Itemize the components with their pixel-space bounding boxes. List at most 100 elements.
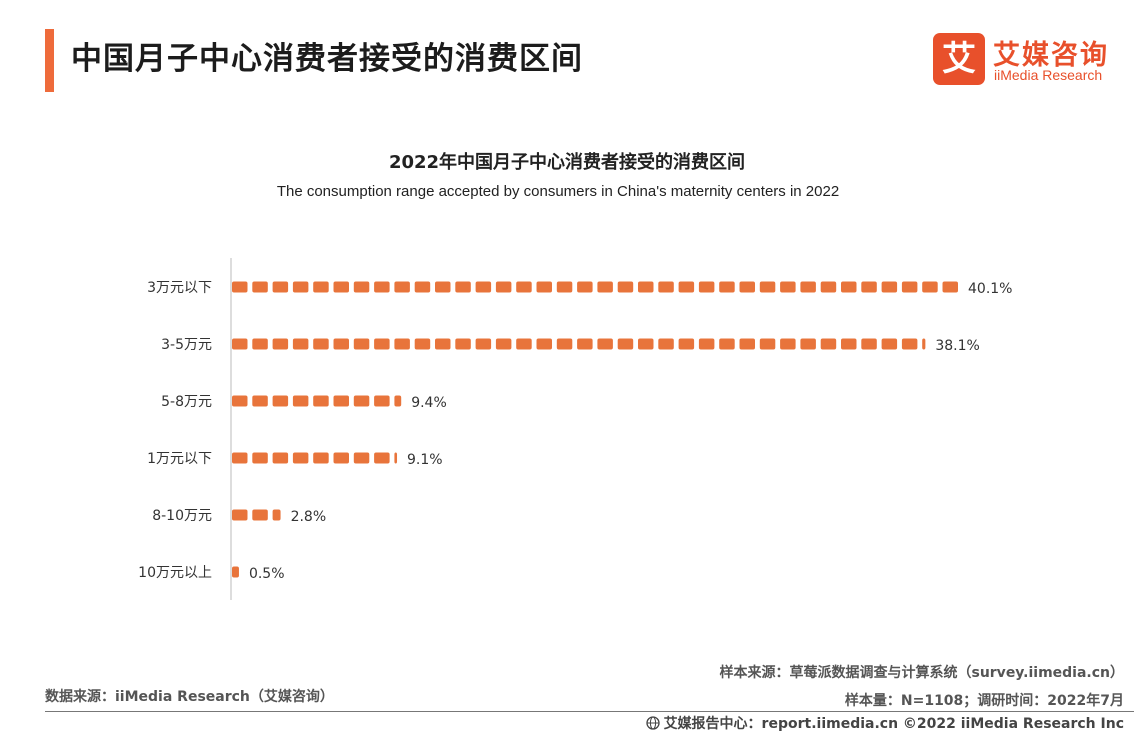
bar-unit xyxy=(719,338,735,350)
logo-mark-icon: 艾 xyxy=(933,33,985,85)
bar-unit xyxy=(698,338,715,350)
bar-unit xyxy=(698,281,715,293)
bar-unit xyxy=(313,395,329,407)
bar-unit xyxy=(820,338,837,350)
bar-unit xyxy=(272,452,289,464)
bar-unit xyxy=(272,395,289,407)
bar-unit xyxy=(353,338,370,350)
bar-unit xyxy=(617,281,634,293)
data-source: 数据来源：iiMedia Research（艾媒咨询） xyxy=(45,689,334,705)
bar-unit xyxy=(455,281,471,293)
bar-unit xyxy=(313,281,329,293)
bar-unit xyxy=(536,281,552,293)
bar-unit xyxy=(353,452,370,464)
bar-unit xyxy=(272,338,289,350)
bar-unit xyxy=(252,509,268,521)
bar-unit xyxy=(232,452,248,464)
bar-unit xyxy=(292,338,309,350)
bar-unit xyxy=(333,281,349,293)
bar-unit xyxy=(495,338,512,350)
bar-unit xyxy=(556,338,573,350)
bar-unit xyxy=(232,395,248,407)
bar-unit xyxy=(292,452,309,464)
bar-unit xyxy=(374,452,390,464)
value-label: 40.1% xyxy=(968,281,1012,297)
bar-unit xyxy=(414,338,431,350)
chart-subtitle: The consumption range accepted by consum… xyxy=(276,183,840,200)
page-title: 中国月子中心消费者接受的消费区间 xyxy=(71,41,583,77)
bar-unit xyxy=(841,338,857,350)
bar-unit xyxy=(922,338,926,350)
bar-unit xyxy=(313,338,329,350)
bar-unit xyxy=(252,338,268,350)
bar-unit xyxy=(455,338,471,350)
chart-title: 2022年中国月子中心消费者接受的消费区间 xyxy=(388,152,746,173)
logo-name-cn: 艾媒咨询 xyxy=(993,40,1109,71)
bar-unit xyxy=(841,281,857,293)
bar-unit xyxy=(252,281,268,293)
report-center-text: 艾媒报告中心：report.iimedia.cn ©2022 iiMedia R… xyxy=(663,716,1124,732)
value-label: 9.1% xyxy=(407,452,443,468)
bar-unit xyxy=(739,338,755,350)
bar-unit xyxy=(597,281,613,293)
bar-unit xyxy=(577,338,593,350)
bar-unit xyxy=(435,281,451,293)
bar-unit xyxy=(800,338,816,350)
bar-unit xyxy=(394,452,398,464)
category-label: 10万元以上 xyxy=(138,565,212,581)
bar-unit xyxy=(374,281,390,293)
bar-unit xyxy=(475,338,492,350)
bar-unit xyxy=(597,338,613,350)
bar-unit xyxy=(232,281,248,293)
bar-unit xyxy=(658,281,674,293)
bar-unit xyxy=(374,395,390,407)
bar-unit xyxy=(800,281,816,293)
bar-unit xyxy=(881,281,898,293)
bar-unit xyxy=(759,281,776,293)
globe-icon xyxy=(645,716,660,730)
bar-unit xyxy=(739,281,755,293)
bar-unit xyxy=(901,338,918,350)
bar-unit xyxy=(577,281,593,293)
bar-unit xyxy=(353,281,370,293)
bar-unit xyxy=(272,509,281,521)
bar-unit xyxy=(638,338,654,350)
bar-unit xyxy=(394,395,402,407)
title-accent-bar xyxy=(45,29,54,92)
bar-unit xyxy=(820,281,837,293)
logo-name-en: iiMedia Research xyxy=(994,67,1103,83)
bar-unit xyxy=(333,338,349,350)
category-label: 1万元以下 xyxy=(147,451,212,467)
value-label: 0.5% xyxy=(249,566,285,582)
bar-unit xyxy=(942,281,958,293)
bar-unit xyxy=(780,281,796,293)
bar-unit xyxy=(556,281,573,293)
bar-unit xyxy=(638,281,654,293)
sample-info: 样本量：N=1108；调研时间：2022年7月 xyxy=(844,693,1124,709)
bar-unit xyxy=(516,281,532,293)
bar-unit xyxy=(232,509,248,521)
bar-unit xyxy=(313,452,329,464)
bar-unit xyxy=(333,395,349,407)
bar-unit xyxy=(516,338,532,350)
bar-unit xyxy=(232,338,248,350)
brand-logo: 艾 艾媒咨询 iiMedia Research xyxy=(933,33,1123,87)
bar-unit xyxy=(374,338,390,350)
bar-unit xyxy=(901,281,918,293)
category-label: 8-10万元 xyxy=(152,508,212,524)
bar-unit xyxy=(759,338,776,350)
bar-unit xyxy=(861,281,877,293)
category-label: 3万元以下 xyxy=(147,280,212,296)
bar-unit xyxy=(861,338,877,350)
bar-unit xyxy=(353,395,370,407)
bar-unit xyxy=(394,338,410,350)
sample-source: 样本来源：草莓派数据调查与计算系统（survey.iimedia.cn） xyxy=(719,665,1124,681)
bar-unit xyxy=(252,452,268,464)
bar-unit xyxy=(678,281,695,293)
bar-unit xyxy=(232,566,239,578)
bar-unit xyxy=(414,281,431,293)
bar-unit xyxy=(475,281,492,293)
value-label: 38.1% xyxy=(935,338,979,354)
bar-unit xyxy=(292,395,309,407)
